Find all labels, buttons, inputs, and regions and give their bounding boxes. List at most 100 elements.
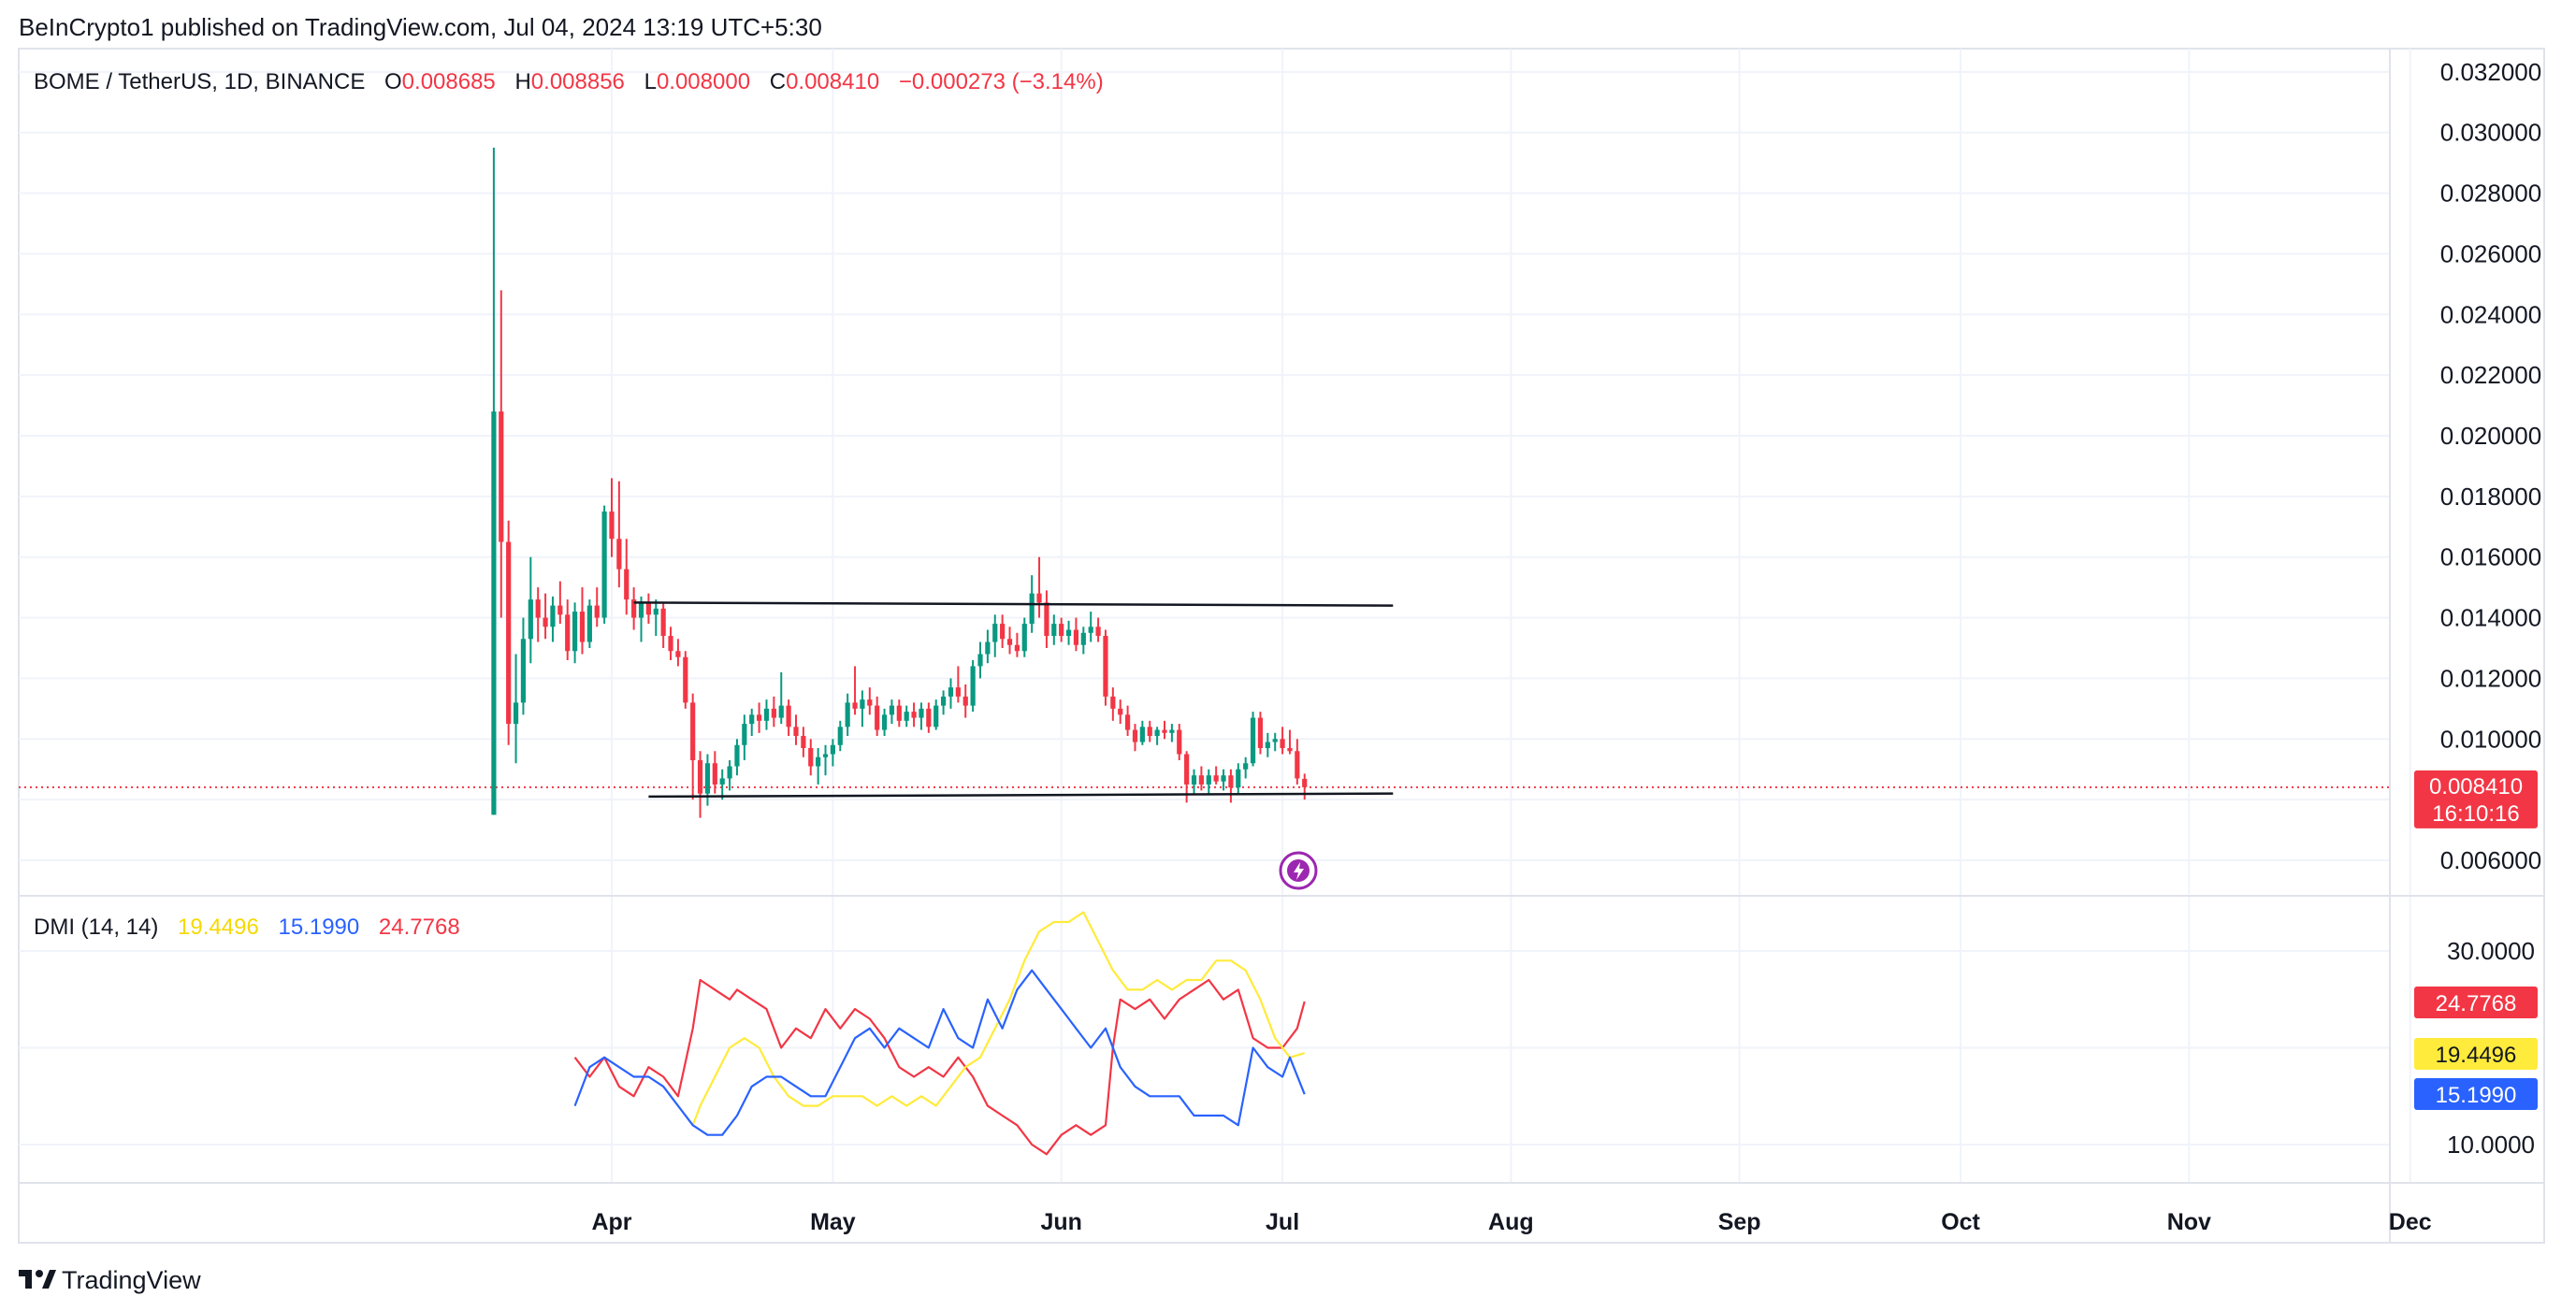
candle-body [1139,727,1145,742]
candle-body [742,724,747,745]
candle [734,739,740,776]
candlestick-series [491,147,1308,818]
candle-body [697,759,703,794]
candle [572,602,578,664]
change-value: −0.000273 (−3.14%) [899,69,1104,94]
symbol-title: BOME / TetherUS, 1D, BINANCE [34,69,365,94]
candle [742,714,747,760]
candle [594,587,600,627]
candle-body [1021,624,1027,652]
candle [1006,627,1013,655]
candle [719,769,725,800]
candle-body [1110,696,1116,709]
candle [1132,724,1138,752]
candle [896,699,902,728]
candle [1139,720,1145,745]
chart-frame [18,48,2545,1244]
candle [1073,617,1079,652]
candle-body [535,599,541,618]
candle [793,714,799,745]
candle [513,654,519,764]
close-label: C [770,69,786,94]
candle [1095,617,1101,642]
dmi-yellow-badge-label: 19.4496 [2436,1043,2517,1068]
dmi-blue-badge-label: 15.1990 [2436,1083,2517,1108]
candle-body [1088,627,1093,633]
candle [675,639,681,667]
candle [1280,727,1285,755]
price-tick-label: 0.028000 [2440,180,2541,208]
candle-body [499,411,504,542]
candle [1154,727,1160,745]
candle [520,617,527,715]
candle [557,581,563,625]
candle [1206,769,1211,794]
candle-body [1132,729,1138,742]
candle [668,627,673,660]
candle [535,587,541,642]
candle-body [763,708,770,721]
tradingview-logo-icon [19,1270,56,1289]
candle [1295,739,1300,785]
candle-body [565,614,571,652]
candle [822,744,829,776]
candle-body [1280,739,1285,749]
candle-body [1051,624,1057,637]
candle [771,696,776,728]
candle-body [491,411,497,815]
candle [1118,699,1123,725]
candle-body [1295,751,1300,779]
candle [690,693,696,800]
candle [1228,769,1234,803]
candle [867,687,873,715]
candle-body [786,705,791,728]
candle-body [1287,748,1293,752]
candle-body [778,705,784,718]
candle [926,702,932,733]
price-tick-label: 0.024000 [2440,300,2541,328]
candle-body [822,754,829,757]
dmi-grid [19,950,2390,1145]
time-grid [611,49,2411,1183]
dmi-series-line [573,969,1306,1136]
candle [638,596,644,642]
candle [727,759,732,791]
dmi-axis: 30.0000 10.0000 [2447,937,2535,1159]
open-label: O [384,69,402,94]
price-axis: 0.032000 0.030000 0.028000 0.026000 0.024000… [2440,58,2541,874]
candle [624,539,630,615]
candle [565,599,571,660]
candle [889,699,895,725]
candle-body [1000,624,1006,640]
candle [875,696,880,737]
candle [1065,620,1072,645]
candle-body [852,702,858,709]
candle [1059,617,1064,642]
candle [579,587,586,655]
candle-body [749,714,755,725]
candle-body [1014,644,1020,652]
price-tick-label: 0.010000 [2440,725,2541,753]
candle-body [941,696,947,706]
candle [1236,763,1241,794]
candle [528,556,533,664]
candle-body [586,605,592,642]
lightning-event-icon[interactable] [1279,851,1318,890]
candle [845,693,850,737]
candle-body [660,608,666,637]
candle-body [1250,717,1256,764]
candle [660,602,666,648]
candle [837,720,843,752]
candle [977,641,983,679]
candle-body [948,687,954,697]
dmi-tick-label: 30.0000 [2447,937,2535,965]
time-tick-label: Aug [1488,1209,1534,1235]
tradingview-logo[interactable]: TradingView [19,1266,201,1294]
candle-body [919,708,924,718]
trendlines[interactable] [633,601,1394,799]
candle [948,678,954,709]
candle [786,699,791,737]
candle-body [704,763,711,794]
candle-body [881,714,888,730]
